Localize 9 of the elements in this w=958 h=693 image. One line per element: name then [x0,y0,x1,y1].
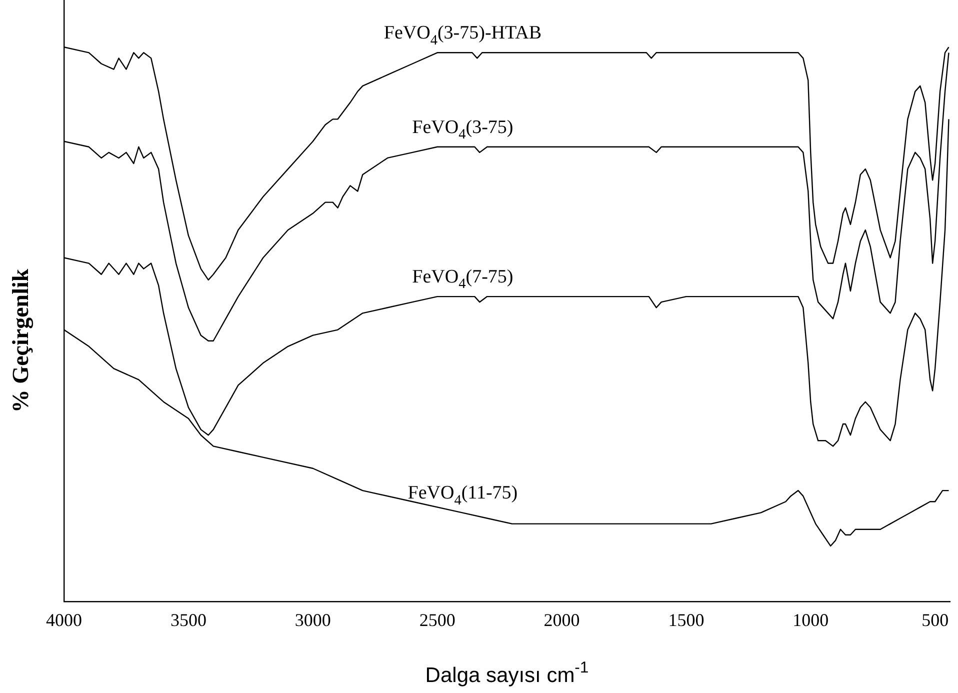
x-tick-label: 3500 [170,610,206,630]
x-tick-label: 2500 [419,610,456,630]
x-tick-label: 3000 [294,610,331,630]
x-tick-label: 2000 [544,610,580,630]
y-axis-title: % Geçirgenlik [8,268,34,413]
x-tick-label: 500 [922,610,949,630]
x-tick-label: 1500 [668,610,704,630]
x-tick-label: 4000 [46,610,82,630]
x-tick-label: 1000 [792,610,829,630]
